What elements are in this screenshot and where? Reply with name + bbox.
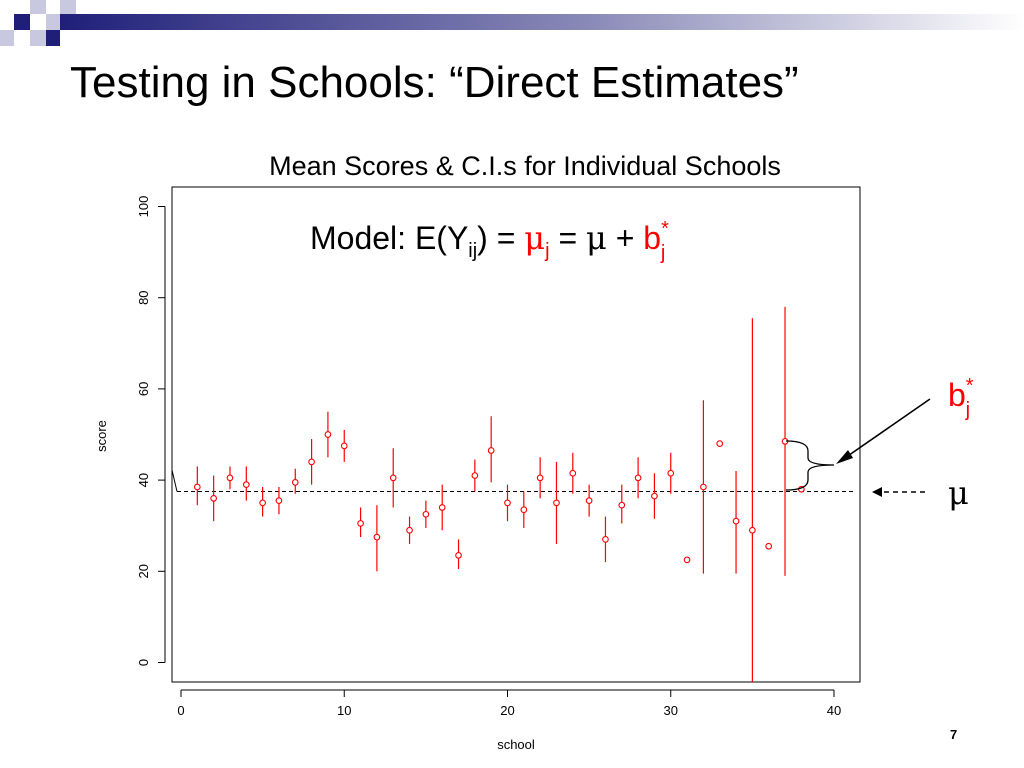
chart-title: Mean Scores & C.I.s for Individual Schoo…	[269, 151, 781, 181]
data-point	[259, 499, 266, 507]
bstar-side-star: *	[966, 375, 974, 397]
y-tick-label: 40	[136, 473, 151, 487]
model-subscript-ij: ij	[468, 240, 477, 262]
deco-square	[30, 0, 46, 14]
data-point	[373, 533, 381, 541]
deco-square	[30, 30, 46, 46]
data-point	[275, 497, 283, 504]
bstar-side-label: b* j	[948, 375, 974, 421]
data-point	[602, 536, 609, 543]
x-tick-label: 40	[827, 703, 841, 718]
data-point	[749, 526, 756, 534]
deco-square	[46, 14, 60, 30]
model-b-subscript-j: j	[660, 242, 665, 264]
model-plus: +	[607, 220, 643, 256]
data-point	[357, 520, 364, 527]
data-point	[242, 481, 250, 489]
y-tick-label: 60	[136, 382, 151, 396]
model-close: ) =	[477, 220, 524, 256]
data-point	[308, 458, 315, 466]
deco-square	[14, 14, 30, 30]
data-point	[324, 431, 332, 438]
data-point	[520, 506, 528, 514]
y-tick-label: 0	[136, 659, 151, 666]
header-decoration	[0, 0, 1024, 46]
deco-square	[60, 0, 76, 14]
bstar-side-j: j	[965, 399, 970, 421]
model-annotation: Model: E(Yij) = μj = μ + b* j	[310, 218, 669, 264]
data-point	[487, 447, 495, 454]
data-point	[536, 474, 544, 482]
data-point	[389, 474, 397, 482]
bstar-arrowhead	[836, 450, 853, 464]
data-point	[406, 526, 413, 534]
data-point	[210, 494, 217, 502]
data-point	[585, 497, 593, 504]
axes: 0 10 20 30 40 0 20 40 60 80 100	[136, 196, 841, 718]
data-point	[732, 517, 740, 525]
bstar-brace	[785, 440, 835, 491]
header-gradient-bar	[60, 14, 1024, 30]
data-point	[569, 469, 577, 477]
data-point	[716, 440, 724, 447]
data-point	[667, 469, 675, 477]
data-point	[634, 474, 642, 482]
deco-square	[0, 30, 14, 46]
data-point	[193, 483, 201, 491]
x-tick-label: 0	[177, 703, 184, 718]
data-point	[700, 483, 707, 491]
reference-line-group	[171, 469, 855, 492]
model-mu-j-symbol: μ	[524, 219, 545, 257]
y-tick-label: 20	[136, 564, 151, 578]
model-mu-symbol: μ	[586, 219, 607, 257]
data-point	[618, 501, 626, 509]
model-eq: =	[550, 220, 586, 256]
mu-arrowhead	[872, 487, 882, 497]
data-point	[504, 499, 511, 507]
data-point	[291, 479, 299, 486]
data-point	[651, 492, 658, 500]
model-b-star: *	[661, 218, 669, 240]
data-point	[438, 504, 446, 511]
reference-line-stub	[171, 469, 178, 492]
x-tick-label: 10	[337, 703, 351, 718]
data-point	[765, 542, 773, 550]
y-axis-label: score	[94, 420, 109, 452]
bstar-side-b: b	[948, 377, 966, 413]
plot-frame	[171, 186, 861, 683]
model-mu-j-subscript: j	[544, 240, 549, 262]
deco-square	[46, 30, 60, 46]
data-marks	[193, 306, 805, 682]
slide-title: Testing in Schools: “Direct Estimates”	[70, 58, 799, 107]
data-point	[553, 499, 560, 507]
x-tick-label: 30	[664, 703, 678, 718]
data-point	[422, 510, 430, 518]
data-point	[340, 442, 348, 450]
y-tick-label: 100	[136, 196, 151, 218]
y-tick-label: 80	[136, 290, 151, 304]
data-point	[226, 474, 234, 482]
mu-side-label: μ	[948, 474, 969, 512]
x-axis-label: school	[497, 737, 535, 752]
data-point	[455, 551, 462, 559]
x-tick-label: 20	[500, 703, 514, 718]
data-point	[471, 472, 479, 479]
page-number: 7	[950, 727, 958, 742]
model-prefix: Model: E(Y	[310, 220, 468, 256]
bstar-arrow	[841, 398, 931, 461]
model-b: b	[643, 220, 661, 256]
data-point	[683, 556, 691, 564]
